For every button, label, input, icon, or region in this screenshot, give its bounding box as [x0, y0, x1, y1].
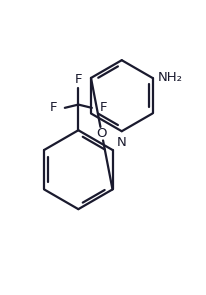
Text: F: F [49, 101, 57, 114]
Text: F: F [75, 73, 82, 86]
Text: F: F [100, 101, 107, 114]
Text: NH₂: NH₂ [157, 71, 183, 84]
Text: O: O [96, 127, 107, 140]
Text: N: N [117, 136, 127, 149]
